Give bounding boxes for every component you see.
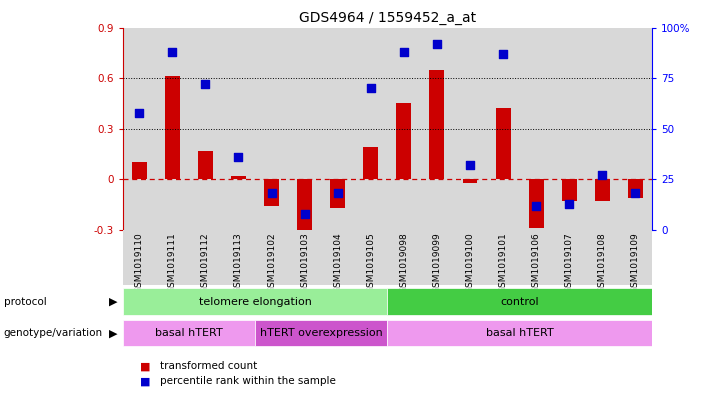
Text: genotype/variation: genotype/variation (4, 328, 102, 338)
Bar (628, 179, 643, 198)
Bar (165, 76, 179, 179)
Bar (321, 28, 354, 230)
Point (629, 190, 641, 196)
Text: GSM1019111: GSM1019111 (168, 233, 177, 294)
Bar (463, 179, 477, 183)
Bar (486, 28, 519, 230)
Bar (595, 179, 610, 201)
Point (531, 202, 542, 209)
Bar (486, 230, 519, 285)
Text: ▶: ▶ (109, 328, 117, 338)
Bar (132, 162, 147, 179)
Bar (363, 147, 379, 179)
Bar (519, 28, 552, 230)
Text: GSM1019109: GSM1019109 (631, 233, 640, 294)
Text: protocol: protocol (4, 297, 46, 307)
Bar (255, 320, 387, 346)
Bar (454, 28, 486, 230)
Bar (123, 288, 387, 315)
Point (134, 109, 145, 116)
Bar (586, 28, 619, 230)
Point (299, 211, 311, 217)
Bar (321, 230, 354, 285)
Text: basal hTERT: basal hTERT (486, 328, 554, 338)
Point (365, 85, 376, 91)
Text: GSM1019103: GSM1019103 (300, 233, 309, 294)
Text: transformed count: transformed count (160, 361, 257, 371)
Text: GSM1019108: GSM1019108 (598, 233, 607, 294)
Text: GSM1019098: GSM1019098 (400, 233, 409, 294)
Bar (354, 230, 387, 285)
Bar (552, 230, 586, 285)
Text: GSM1019100: GSM1019100 (465, 233, 475, 294)
Bar (619, 230, 652, 285)
Bar (156, 28, 189, 230)
Title: GDS4964 / 1559452_a_at: GDS4964 / 1559452_a_at (299, 11, 476, 25)
Bar (529, 179, 543, 228)
Bar (123, 28, 156, 230)
Bar (387, 320, 652, 346)
Bar (156, 230, 189, 285)
Text: hTERT overexpression: hTERT overexpression (260, 328, 383, 338)
Bar (222, 230, 255, 285)
Text: ■: ■ (140, 361, 151, 371)
Text: GSM1019112: GSM1019112 (201, 233, 210, 293)
Text: percentile rank within the sample: percentile rank within the sample (160, 376, 336, 386)
Point (564, 200, 575, 207)
Text: ■: ■ (140, 376, 151, 386)
Bar (189, 28, 222, 230)
Bar (297, 179, 312, 230)
Point (200, 81, 211, 87)
Bar (288, 28, 321, 230)
Point (597, 172, 608, 178)
Bar (288, 230, 321, 285)
Bar (496, 108, 510, 179)
Point (431, 40, 442, 47)
Text: telomere elongation: telomere elongation (198, 297, 311, 307)
Bar (387, 288, 652, 315)
Text: control: control (501, 297, 539, 307)
Text: GSM1019102: GSM1019102 (267, 233, 276, 293)
Bar (396, 103, 411, 179)
Bar (255, 230, 288, 285)
Bar (354, 28, 387, 230)
Bar (519, 230, 552, 285)
Text: GSM1019099: GSM1019099 (433, 233, 442, 294)
Bar (552, 28, 586, 230)
Bar (619, 28, 652, 230)
Bar (222, 28, 255, 230)
Text: GSM1019106: GSM1019106 (531, 233, 540, 294)
Point (498, 51, 509, 57)
Bar (586, 230, 619, 285)
Bar (562, 179, 577, 201)
Bar (387, 28, 421, 230)
Text: GSM1019113: GSM1019113 (234, 233, 243, 294)
Bar (198, 151, 213, 179)
Bar (454, 230, 486, 285)
Bar (421, 230, 454, 285)
Bar (123, 320, 255, 346)
Bar (387, 230, 421, 285)
Text: GSM1019107: GSM1019107 (565, 233, 573, 294)
Text: GSM1019110: GSM1019110 (135, 233, 144, 294)
Point (398, 49, 409, 55)
Bar (231, 176, 246, 179)
Bar (264, 179, 279, 206)
Point (464, 162, 475, 168)
Text: ▶: ▶ (109, 297, 117, 307)
Text: GSM1019104: GSM1019104 (333, 233, 342, 293)
Point (266, 190, 277, 196)
Text: GSM1019105: GSM1019105 (366, 233, 375, 294)
Bar (430, 70, 444, 179)
Bar (189, 230, 222, 285)
Point (233, 154, 244, 160)
Bar (421, 28, 454, 230)
Text: basal hTERT: basal hTERT (155, 328, 223, 338)
Point (332, 190, 343, 196)
Text: GSM1019101: GSM1019101 (498, 233, 508, 294)
Bar (123, 230, 156, 285)
Bar (255, 28, 288, 230)
Point (167, 49, 178, 55)
Bar (330, 179, 345, 208)
